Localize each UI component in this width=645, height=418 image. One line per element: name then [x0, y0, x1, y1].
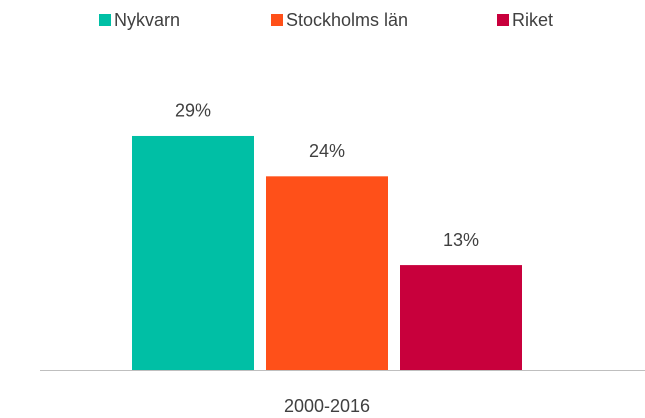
legend-label: Stockholms län [286, 10, 408, 30]
bar [400, 265, 522, 370]
bar [132, 135, 254, 370]
legend-swatch [271, 14, 283, 26]
data-label: 13% [443, 230, 479, 250]
bar [266, 176, 388, 370]
legend-swatch [497, 14, 509, 26]
legend-label: Nykvarn [114, 10, 180, 30]
x-tick-label: 2000-2016 [284, 396, 370, 416]
data-label: 24% [309, 141, 345, 161]
legend-label: Riket [512, 10, 553, 30]
legend-swatch [99, 14, 111, 26]
data-label: 29% [175, 101, 211, 121]
